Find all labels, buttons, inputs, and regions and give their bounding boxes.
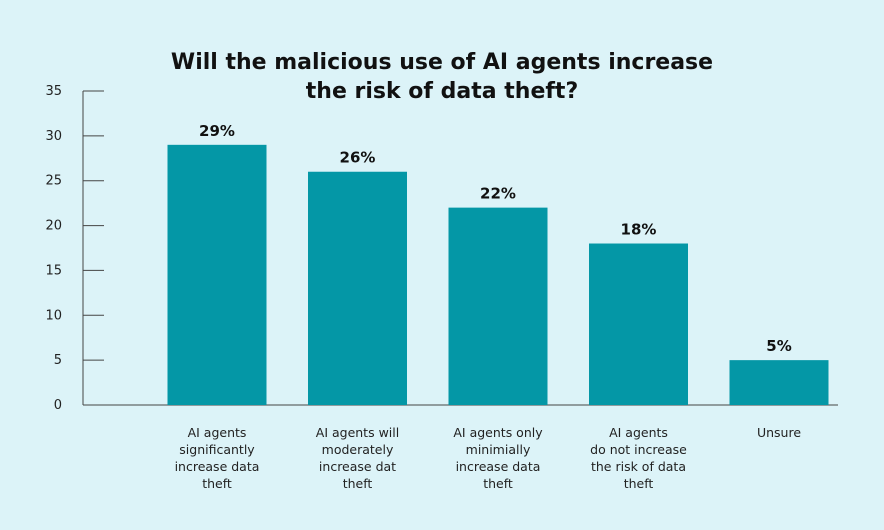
category-label-line: theft: [343, 476, 373, 491]
category-label-line: AI agents will: [316, 425, 399, 440]
chart-title-line-1: Will the malicious use of AI agents incr…: [171, 50, 713, 75]
axes: 0 5 10 15 20 25 30 35: [45, 84, 838, 413]
data-label: 29%: [199, 122, 235, 140]
category-label-line: significantly: [179, 442, 255, 457]
y-tick-label: 10: [45, 308, 62, 323]
bar: [589, 243, 688, 405]
category-label-line: moderately: [322, 442, 394, 457]
y-tick-label: 35: [45, 84, 62, 99]
category-label-line: Unsure: [757, 425, 801, 440]
data-label: 26%: [340, 149, 376, 167]
category-label-line: do not increase: [590, 442, 687, 457]
category-label-line: theft: [624, 476, 654, 491]
category-labels: AI agents significantly increase data theft…: [175, 425, 802, 491]
category-label-line: increase data: [175, 459, 260, 474]
chart-title: Will the malicious use of AI agents incr…: [171, 50, 713, 104]
y-tick-label: 5: [54, 353, 62, 368]
category-label-line: theft: [202, 476, 232, 491]
category-label-line: AI agents only: [453, 425, 543, 440]
category-label-line: AI agents: [609, 425, 668, 440]
y-tick-label: 30: [45, 129, 62, 144]
y-tick-label: 25: [45, 174, 62, 189]
bars: [167, 144, 829, 406]
data-label: 18%: [621, 221, 657, 239]
y-tick-label: 20: [45, 219, 62, 234]
bar: [448, 207, 548, 405]
y-tick-label: 15: [45, 263, 62, 278]
category-label-line: the risk of data: [591, 459, 686, 474]
bar: [729, 360, 829, 405]
category-label-line: theft: [483, 476, 513, 491]
category-label-line: minimially: [466, 442, 531, 457]
category-label-line: increase dat: [319, 459, 396, 474]
category-label-line: AI agents: [188, 425, 247, 440]
data-label: 5%: [766, 337, 791, 355]
data-label: 22%: [480, 185, 516, 203]
bar: [167, 144, 267, 406]
category-label-line: increase data: [456, 459, 541, 474]
data-labels: 29% 26% 22% 18% 5%: [199, 122, 792, 355]
y-tick-label: 0: [54, 398, 62, 413]
bar: [308, 171, 407, 405]
chart-title-line-2: the risk of data theft?: [306, 79, 578, 104]
